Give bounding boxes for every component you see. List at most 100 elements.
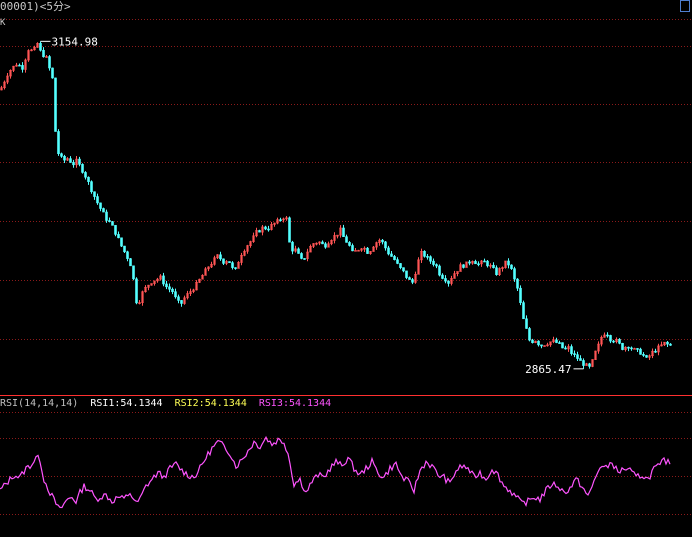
- candle-body: [459, 264, 462, 272]
- candle-body: [96, 196, 99, 204]
- candle: [207, 266, 210, 272]
- candle: [621, 342, 624, 351]
- candle: [483, 258, 486, 263]
- rsi-indicator[interactable]: [0, 435, 671, 509]
- candle-body: [573, 353, 576, 355]
- candle-body: [255, 230, 258, 237]
- candle-body: [597, 343, 600, 352]
- candle-body: [549, 341, 552, 346]
- candle: [84, 171, 87, 180]
- candle-body: [450, 278, 453, 284]
- candle-body: [315, 242, 318, 245]
- candle: [639, 347, 642, 355]
- candle: [48, 55, 51, 71]
- candle: [630, 346, 633, 351]
- candle-body: [423, 251, 426, 257]
- candle: [654, 348, 657, 353]
- candle-body: [567, 346, 570, 350]
- candle-body: [24, 59, 27, 70]
- candle: [531, 338, 534, 344]
- candle: [426, 254, 429, 260]
- candle-body: [261, 226, 264, 233]
- candle: [165, 280, 168, 290]
- candle-body: [318, 241, 321, 244]
- candle: [669, 343, 672, 346]
- candle-body: [612, 340, 615, 343]
- candle-body: [432, 260, 435, 265]
- candle-body: [9, 69, 12, 77]
- candle-body: [480, 260, 483, 265]
- candle: [105, 209, 108, 223]
- candle-body: [12, 65, 15, 71]
- candle-body: [243, 250, 246, 256]
- candle: [189, 288, 192, 297]
- candle-body: [600, 336, 603, 345]
- candle: [423, 250, 426, 258]
- candle: [168, 283, 171, 293]
- candle-body: [528, 328, 531, 341]
- candle-body: [462, 264, 465, 268]
- candle: [603, 332, 606, 338]
- candle-body: [63, 156, 66, 161]
- candle: [240, 252, 243, 266]
- rsi-line: [0, 435, 671, 509]
- candle-body: [270, 224, 273, 230]
- candle: [456, 271, 459, 277]
- candle-body: [213, 257, 216, 265]
- candle: [537, 340, 540, 347]
- candle-body: [222, 258, 225, 264]
- candle: [177, 294, 180, 304]
- window-corner-icon[interactable]: [680, 0, 690, 12]
- candle-body: [588, 363, 591, 367]
- candle-body: [162, 275, 165, 285]
- candle: [108, 217, 111, 223]
- candle-body: [54, 77, 57, 132]
- candle-body: [603, 334, 606, 338]
- candle: [363, 246, 366, 253]
- candle: [321, 240, 324, 245]
- candle-body: [393, 256, 396, 260]
- candle: [198, 278, 201, 283]
- candle: [81, 163, 84, 174]
- candle-body: [552, 339, 555, 343]
- candle: [6, 73, 9, 85]
- candle-body: [591, 359, 594, 367]
- candle: [618, 338, 621, 345]
- candlestick-series[interactable]: [0, 41, 672, 369]
- candle-body: [483, 260, 486, 263]
- candle-body: [87, 176, 90, 182]
- candle-body: [321, 241, 324, 245]
- candle-body: [174, 291, 177, 298]
- candle: [222, 258, 225, 266]
- candle-body: [120, 237, 123, 247]
- candle: [12, 65, 15, 72]
- candle-body: [498, 268, 501, 275]
- candle: [99, 202, 102, 212]
- candle-body: [420, 251, 423, 261]
- chart-title[interactable]: 00001)<5分>: [0, 0, 71, 13]
- candle: [528, 326, 531, 342]
- candle-body: [576, 354, 579, 359]
- candle-body: [39, 43, 42, 51]
- candle: [138, 300, 141, 305]
- candle: [0, 85, 3, 91]
- candle-body: [126, 251, 129, 259]
- candle: [51, 67, 54, 79]
- candle-body: [123, 245, 126, 253]
- candle-body: [411, 279, 414, 283]
- candle-body: [72, 162, 75, 166]
- candle: [288, 216, 291, 243]
- candle: [660, 341, 663, 347]
- candle: [576, 351, 579, 361]
- candle: [522, 300, 525, 320]
- candle: [525, 315, 528, 329]
- candle: [588, 362, 591, 369]
- candle: [396, 257, 399, 265]
- candle: [645, 354, 648, 358]
- candle-body: [192, 289, 195, 292]
- candle: [18, 63, 21, 67]
- candle: [93, 191, 96, 200]
- candle-body: [237, 262, 240, 269]
- candle: [195, 280, 198, 291]
- candle: [339, 225, 342, 238]
